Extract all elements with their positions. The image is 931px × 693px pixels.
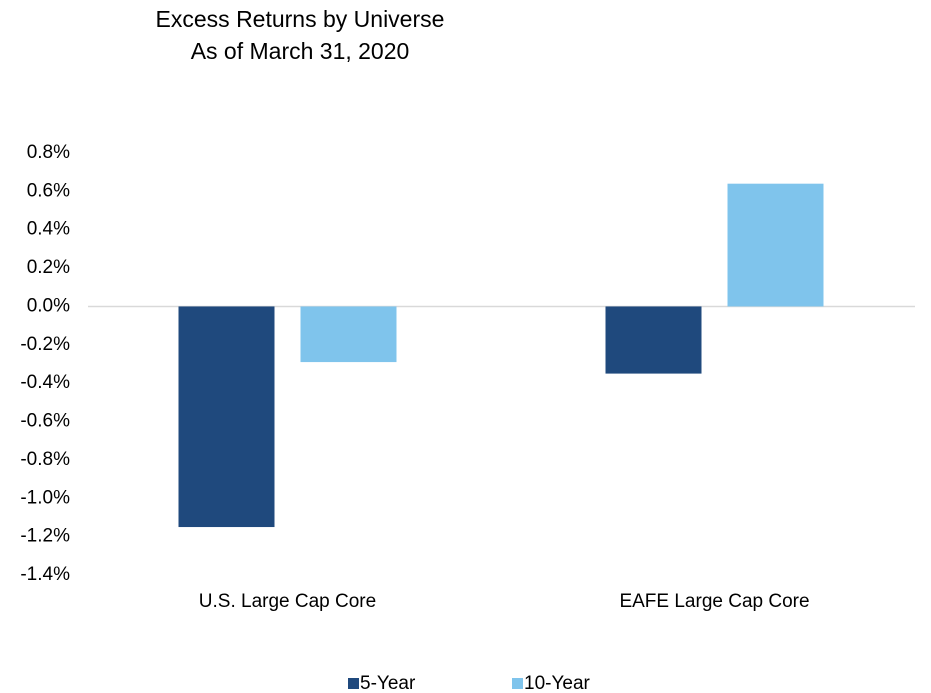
bar xyxy=(605,306,702,374)
y-tick-label: 0.0% xyxy=(27,295,70,316)
y-tick-label: -1.2% xyxy=(20,526,70,547)
y-tick-label: -0.2% xyxy=(20,334,70,355)
y-tick-label: 0.4% xyxy=(27,219,70,240)
y-tick-label: -0.6% xyxy=(20,411,70,432)
legend-label: 5-Year xyxy=(360,673,416,693)
bar xyxy=(178,306,275,528)
y-tick-label: -1.0% xyxy=(20,487,70,508)
y-tick-label: 0.2% xyxy=(27,257,70,278)
chart-subtitle: As of March 31, 2020 xyxy=(191,38,410,64)
bar xyxy=(300,306,397,363)
y-tick-label: 0.6% xyxy=(27,180,70,201)
x-tick-label: EAFE Large Cap Core xyxy=(619,591,809,612)
y-tick-label: -0.8% xyxy=(20,449,70,470)
chart-title: Excess Returns by Universe xyxy=(156,6,445,32)
legend-swatch xyxy=(348,678,359,689)
y-tick-label: -0.4% xyxy=(20,372,70,393)
y-tick-label: 0.8% xyxy=(27,142,70,163)
x-tick-label: U.S. Large Cap Core xyxy=(199,591,376,612)
legend-label: 10-Year xyxy=(524,673,591,693)
y-tick-label: -1.4% xyxy=(20,564,70,585)
bar xyxy=(727,183,824,307)
legend-swatch xyxy=(512,678,523,689)
